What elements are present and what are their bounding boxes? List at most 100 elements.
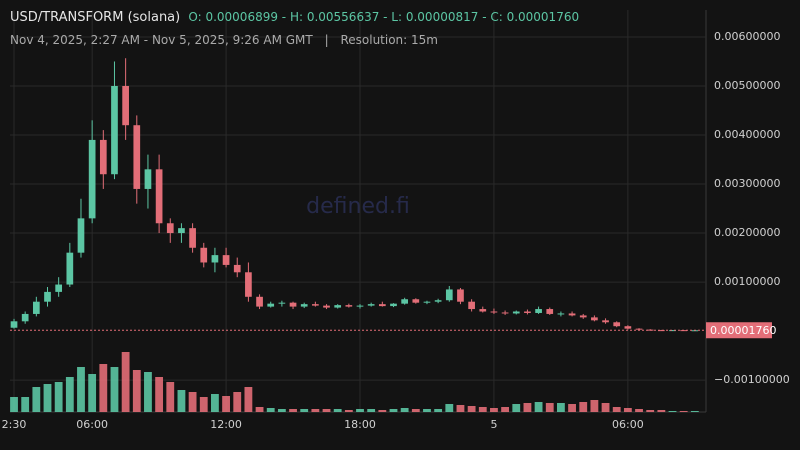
candle-body [378, 304, 386, 307]
volume-bar [300, 409, 309, 412]
last-price-box [706, 322, 772, 339]
volume-bar [590, 400, 599, 412]
volume-bar [177, 390, 186, 412]
candle-body [211, 255, 219, 263]
candle-body [10, 321, 18, 328]
volume-bar [523, 403, 532, 412]
volume-bar [121, 352, 130, 412]
volume-bar [690, 411, 699, 412]
candle-body [144, 169, 152, 189]
candle-body [535, 309, 542, 313]
volume-bar [211, 394, 219, 412]
volume-bar [233, 392, 242, 412]
candle-body [602, 320, 609, 323]
volume-bar [311, 409, 320, 412]
candle-body [323, 305, 330, 308]
x-tick-label: 12:00 [210, 418, 242, 431]
volume-bar [623, 408, 632, 412]
x-tick-label: 5 [490, 418, 497, 431]
volume-bar [501, 407, 510, 412]
volume-bar [456, 405, 465, 412]
volume-bar [646, 410, 655, 412]
resolution: Resolution: 15m [340, 33, 438, 47]
candle-body [434, 300, 442, 302]
candle-body [334, 305, 342, 308]
x-tick-label: 06:00 [612, 418, 644, 431]
x-tick-label: 18:00 [344, 418, 376, 431]
candle-body [546, 309, 554, 314]
volume-bar [132, 370, 141, 412]
volume-bar [222, 396, 230, 412]
y-tick-label: 0.00200000 [714, 226, 780, 239]
volume-bar [635, 409, 643, 412]
last-price-label: 0.00001760 [710, 324, 776, 337]
volume-bar [155, 377, 164, 412]
volume-bar [534, 402, 543, 412]
candle-body [155, 169, 163, 224]
volume-bar [199, 397, 208, 412]
volume-bar [601, 403, 610, 412]
volume-bar [557, 403, 565, 412]
volume-bar [144, 372, 152, 412]
candle-body [445, 289, 453, 301]
candle-body [557, 313, 565, 315]
volume-bar [277, 409, 286, 412]
y-tick-label: 0.00600000 [714, 30, 780, 43]
x-tick-label: 2:30 [2, 418, 27, 431]
volume-bar [289, 409, 297, 412]
candle-body [658, 330, 665, 332]
candle-body [178, 228, 185, 234]
volume-bar [110, 367, 119, 412]
symbol: USD/TRANSFORM (solana) [10, 10, 181, 25]
volume-bar [88, 374, 97, 412]
candle-body [44, 291, 51, 302]
candle-body [189, 228, 196, 248]
y-tick-label: 0.00100000 [714, 275, 780, 288]
volume-bar [322, 409, 331, 412]
volume-bar [255, 407, 264, 412]
candle-body [356, 305, 364, 307]
candle-body [468, 301, 475, 310]
volume-bar [333, 409, 342, 412]
volume-bar [612, 407, 621, 412]
candle-body [111, 85, 118, 175]
separator: | [324, 33, 329, 47]
candle-body [99, 139, 107, 175]
candle-body [568, 313, 576, 316]
volume-bar [54, 382, 63, 412]
y-tick-label: −0.00100000 [714, 373, 790, 386]
volume-bar [467, 406, 476, 412]
candle-body [512, 311, 520, 314]
volume-bar [445, 404, 454, 412]
date-range: Nov 4, 2025, 2:27 AM - Nov 5, 2025, 9:26… [10, 33, 313, 47]
candle-body [591, 317, 598, 321]
volume-bar [378, 410, 387, 412]
candle-body [200, 247, 208, 263]
candle-body [457, 289, 464, 302]
candle-body [289, 302, 297, 307]
candle-body [133, 125, 141, 189]
candle-body [77, 218, 85, 253]
candle-body [55, 284, 63, 292]
volume-bar [266, 408, 275, 412]
volume-bar [99, 364, 108, 412]
candle-body [312, 304, 319, 306]
volume-bar [400, 408, 409, 412]
candle-body [166, 223, 174, 234]
volume-bar [356, 409, 364, 412]
y-tick-label: 0.00300000 [714, 177, 780, 190]
candle-body [66, 252, 74, 285]
volume-bar [657, 410, 666, 412]
candle-body [635, 328, 643, 330]
volume-bar [568, 404, 576, 412]
candle-body [222, 255, 230, 265]
candle-body [490, 311, 498, 313]
volume-bar [668, 411, 677, 412]
volume-bar [389, 409, 398, 412]
candle-body [256, 296, 263, 307]
volume-bar [32, 387, 41, 412]
header-line: USD/TRANSFORM (solana) O: 0.00006899 - H… [10, 10, 579, 25]
volume-bar [490, 408, 498, 412]
candle-body [412, 299, 420, 303]
